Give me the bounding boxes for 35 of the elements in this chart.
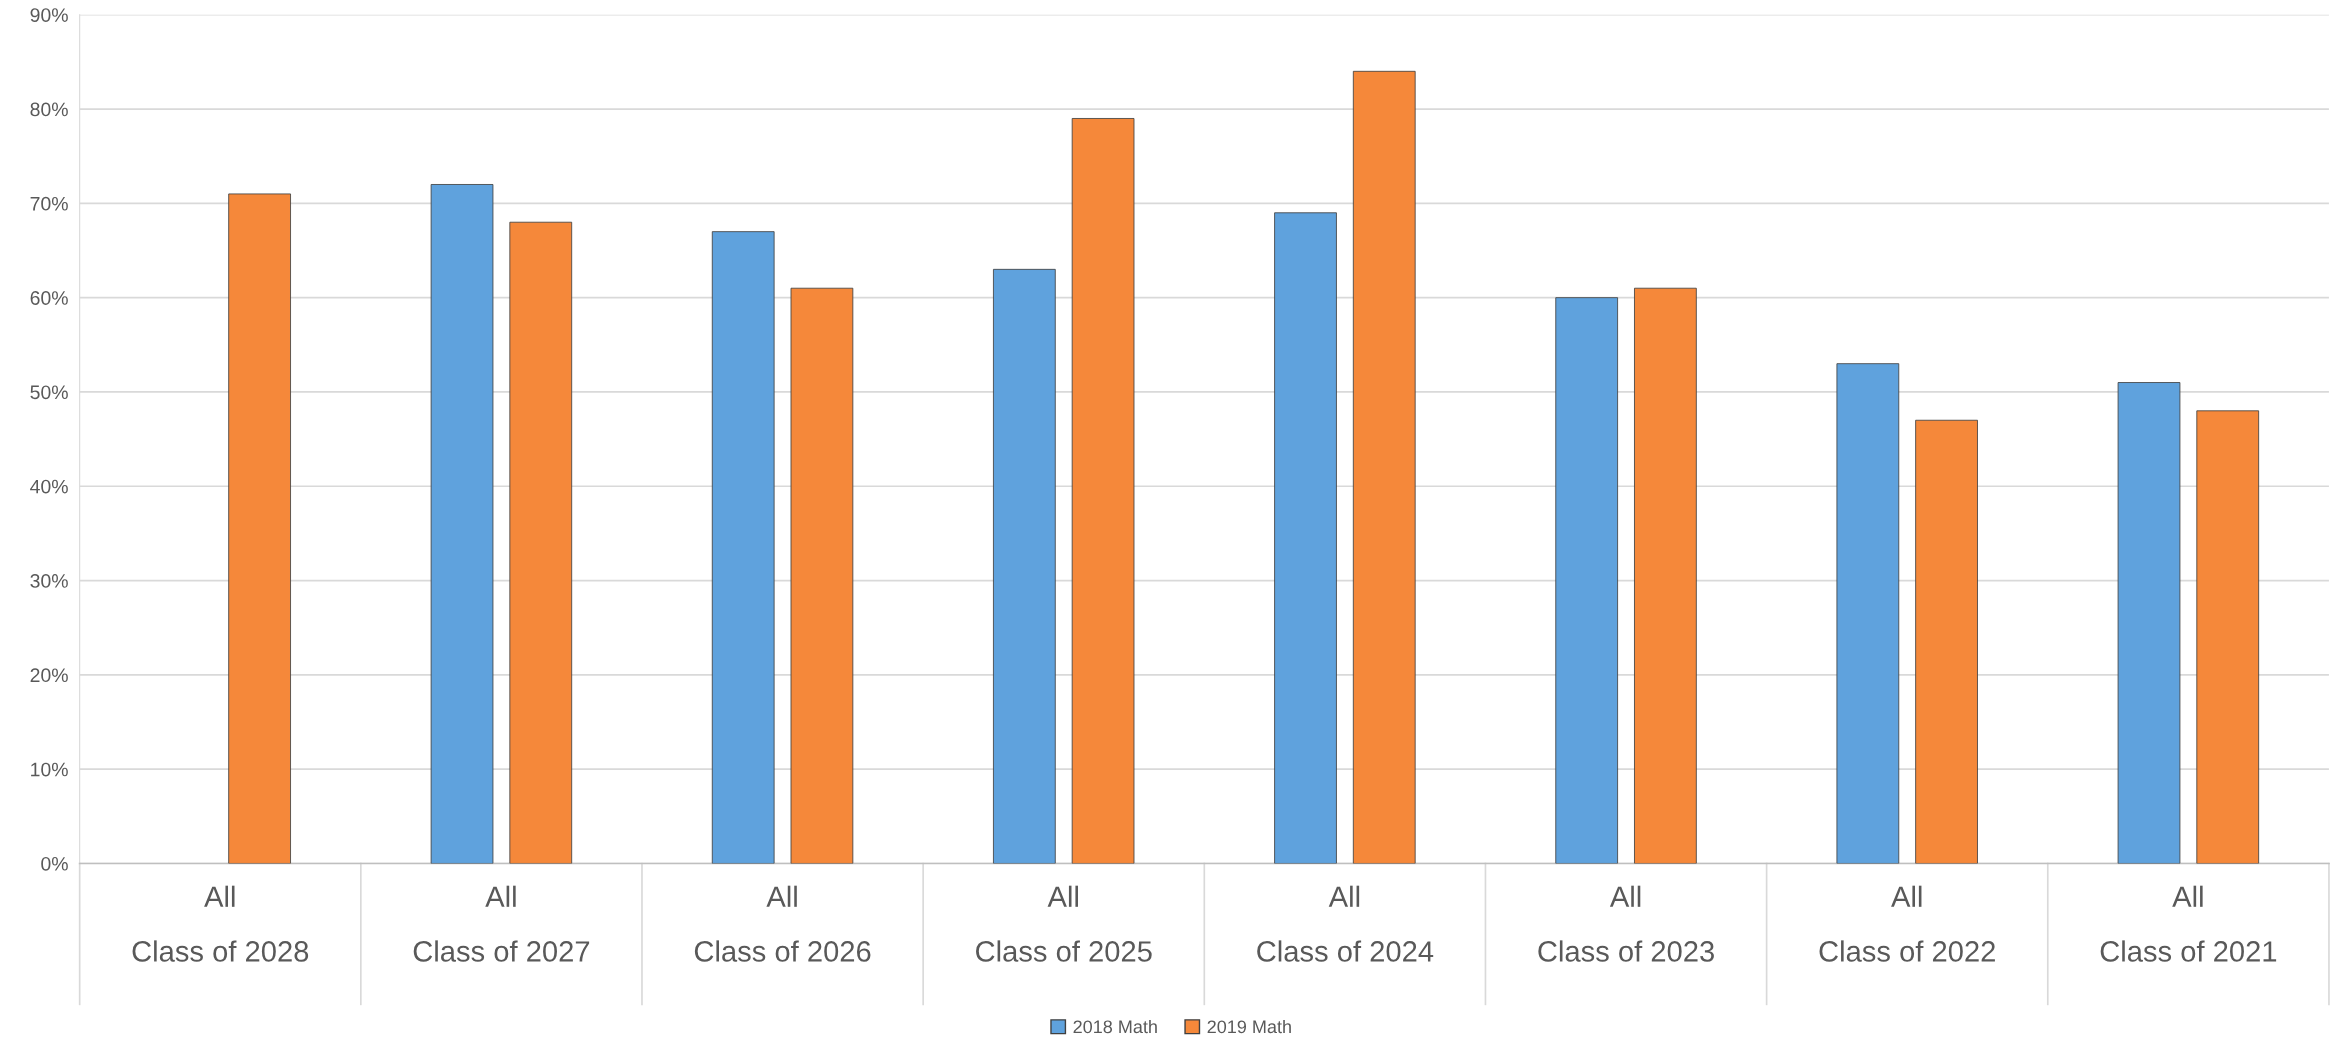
y-tick-label: 30% <box>30 574 68 588</box>
bar <box>711 231 775 864</box>
bar <box>228 193 291 864</box>
x-tick-label: All Class of 2027 <box>413 885 590 962</box>
y-tick-label: 70% <box>30 196 68 211</box>
bar <box>2196 410 2260 864</box>
y-tick-label: 0% <box>41 856 68 871</box>
y-tick-label: 90% <box>30 8 68 22</box>
y-tick-label: 80% <box>30 102 68 117</box>
bar <box>1274 212 1337 864</box>
legend-label: 2018 Math <box>1073 1019 1157 1034</box>
y-tick-label: 20% <box>30 668 68 683</box>
y-tick-label: 50% <box>30 385 68 400</box>
x-tick-label: All Class of 2025 <box>976 885 1152 962</box>
x-tick-label: All Class of 2026 <box>694 885 871 962</box>
y-tick-label: 40% <box>30 479 68 494</box>
bar <box>1634 287 1697 864</box>
legend-label: 2019 Math <box>1207 1019 1291 1034</box>
bar <box>509 221 573 864</box>
y-tick-label: 10% <box>31 762 68 777</box>
bar <box>1071 118 1135 864</box>
x-tick-label: All Class of 2024 <box>1257 885 1434 962</box>
bar <box>993 268 1056 864</box>
bar <box>430 184 494 864</box>
x-tick-label: All Class of 2023 <box>1538 885 1714 962</box>
bar <box>790 287 854 864</box>
x-tick-label: All Class of 2022 <box>1819 885 1995 962</box>
x-tick-label: All Class of 2028 <box>132 885 309 962</box>
x-tick-label: All Class of 2021 <box>2100 885 2277 962</box>
bar <box>1915 419 1978 864</box>
bar <box>1836 363 1900 864</box>
bar <box>1352 70 1416 864</box>
bar <box>2117 382 2181 864</box>
bar <box>1555 297 1619 864</box>
y-tick-label: 60% <box>30 291 68 305</box>
